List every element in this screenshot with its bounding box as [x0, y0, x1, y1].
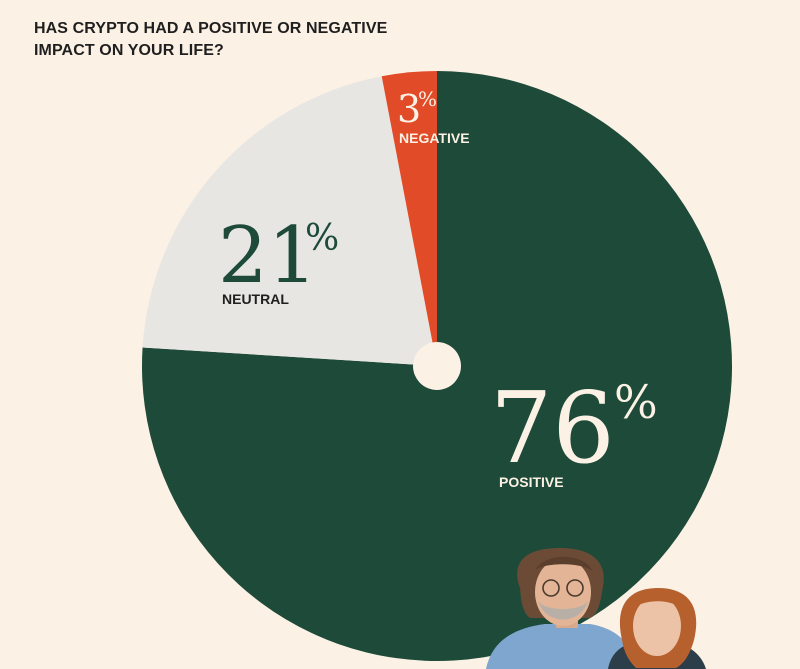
negative-value: 3 — [397, 87, 421, 131]
slice-label-positive: 76 % POSITIVE — [490, 372, 658, 490]
people-photo — [486, 548, 706, 669]
chart-title-line-2: IMPACT ON YOUR LIFE? — [34, 42, 224, 59]
pie-slice-neutral — [142, 76, 437, 366]
neutral-label: NEUTRAL — [222, 291, 289, 307]
positive-value: 76 — [490, 372, 615, 486]
neutral-value: 21 — [218, 211, 317, 301]
positive-label: POSITIVE — [499, 474, 564, 490]
positive-percent-sign: % — [614, 375, 658, 429]
chart-title: HAS CRYPTO HAD A POSITIVE OR NEGATIVE IM… — [34, 18, 387, 62]
neutral-percent-sign: % — [305, 218, 339, 259]
negative-label: NEGATIVE — [399, 130, 470, 146]
negative-percent-sign: % — [418, 87, 437, 111]
chart-title-line-1: HAS CRYPTO HAD A POSITIVE OR NEGATIVE — [34, 20, 388, 37]
pie-center-hole — [413, 342, 461, 390]
pie-slice-negative — [381, 71, 437, 366]
slice-label-neutral: 21 % NEUTRAL — [218, 211, 339, 307]
slice-label-negative: 3 % NEGATIVE — [397, 87, 470, 146]
